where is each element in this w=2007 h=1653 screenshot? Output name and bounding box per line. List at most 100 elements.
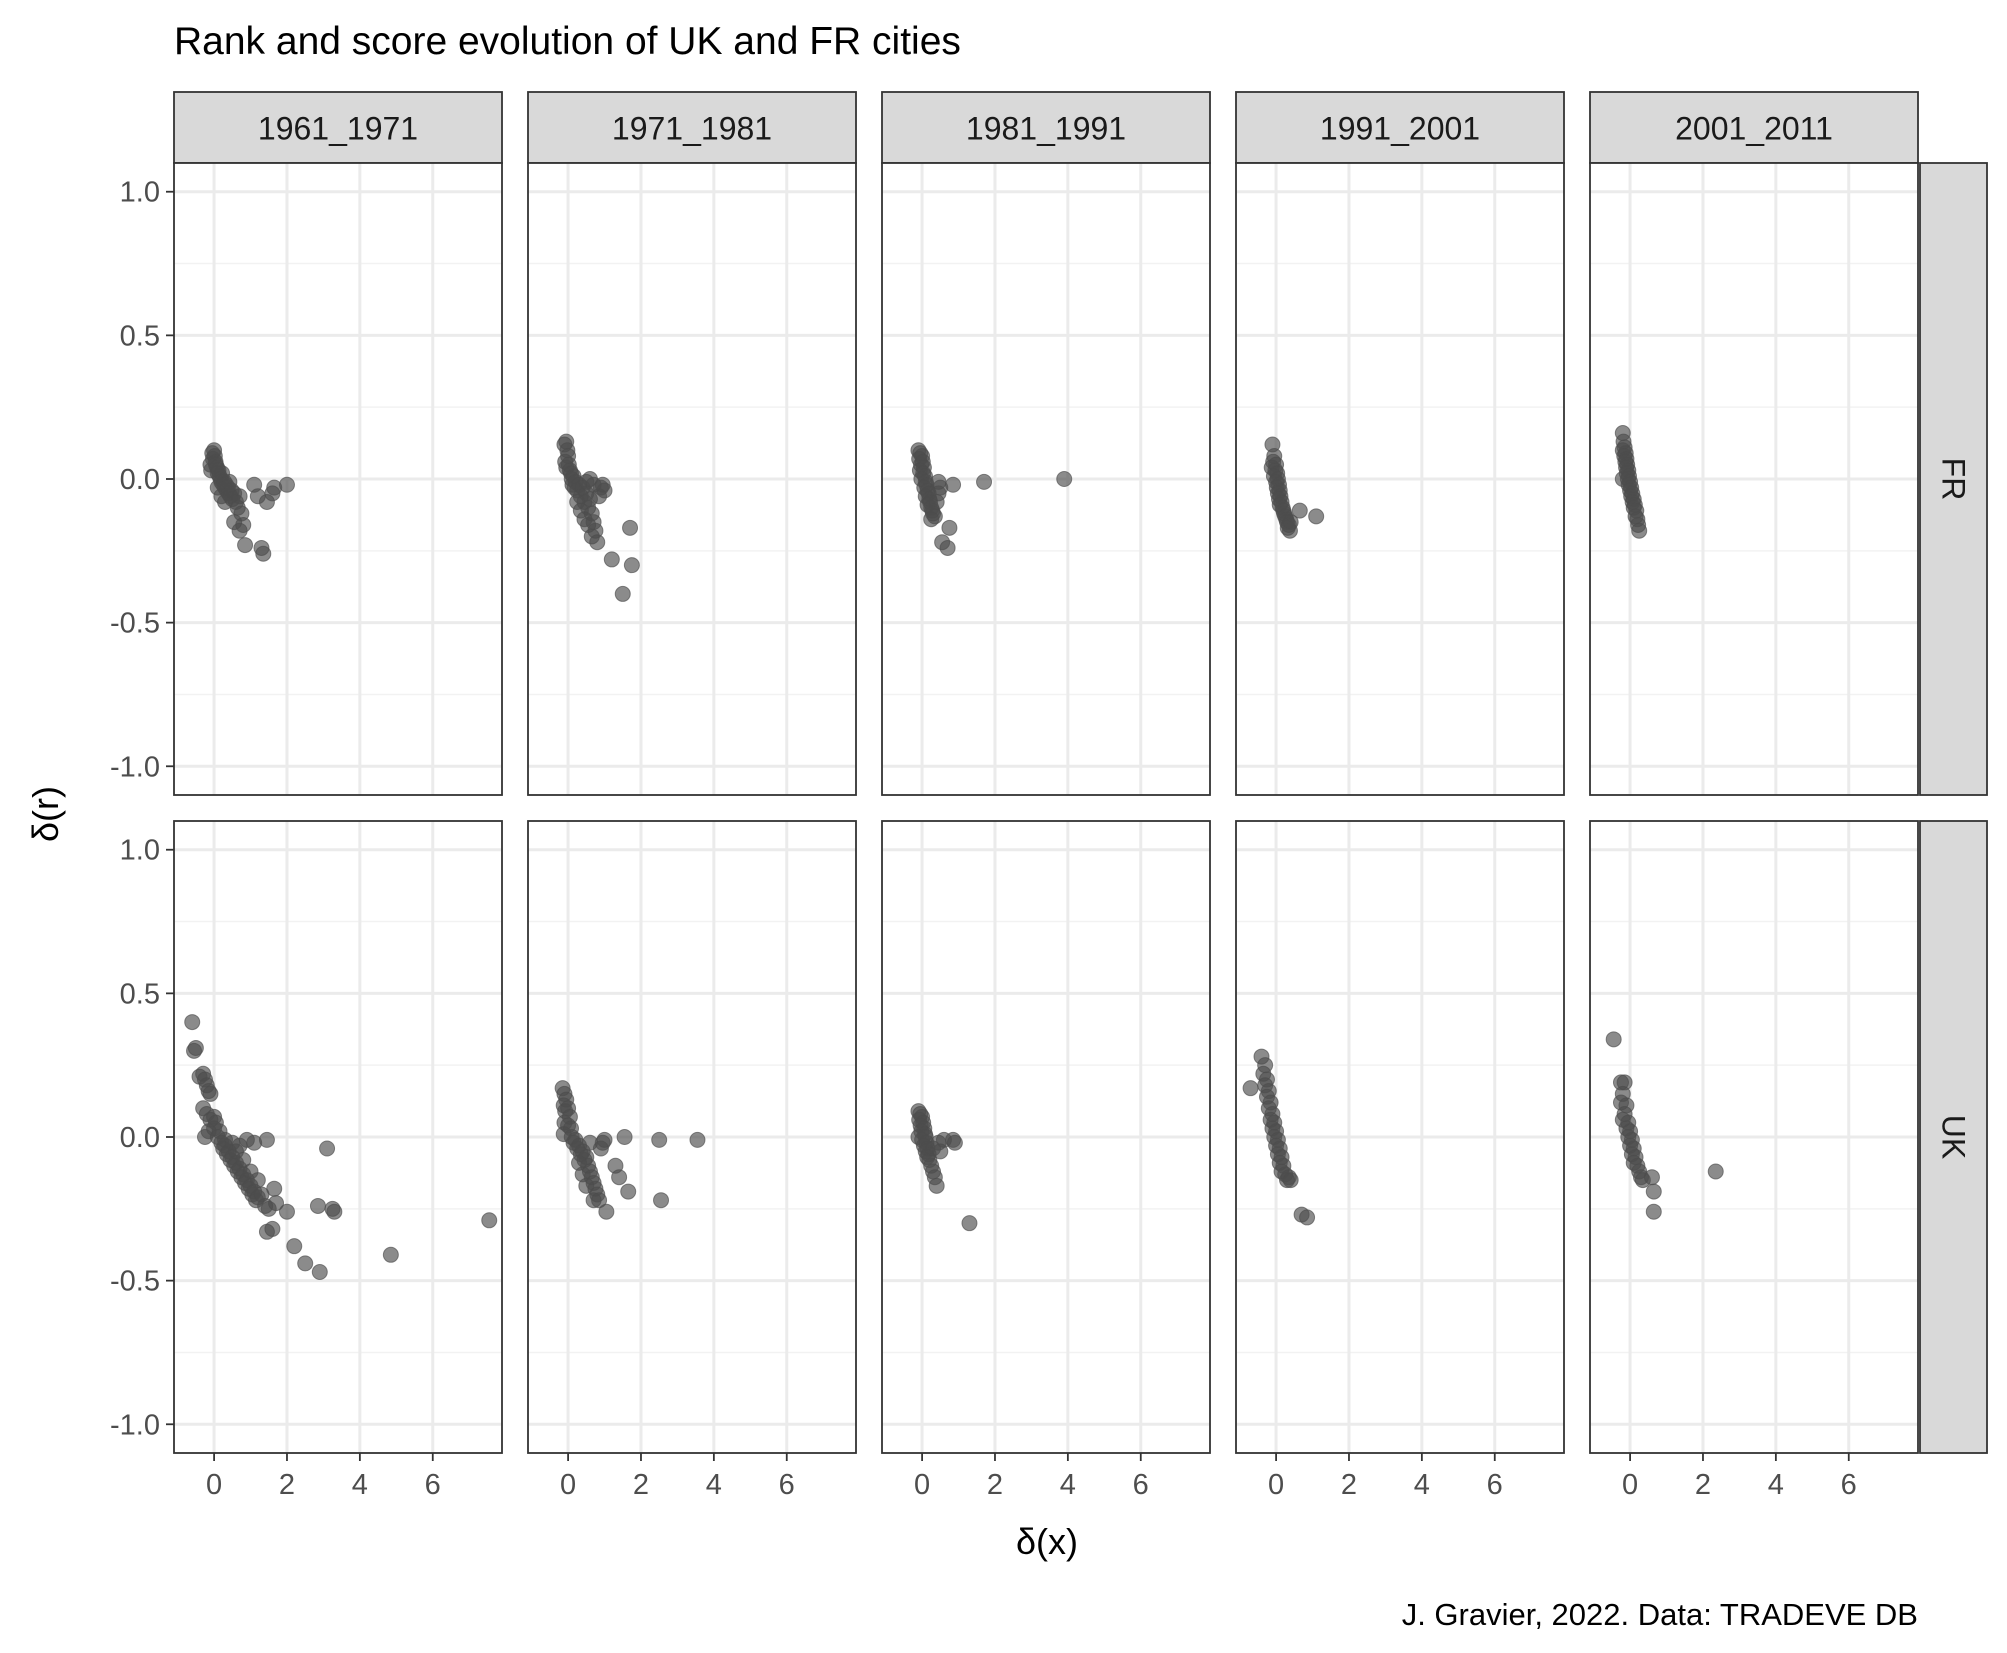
chart-title: Rank and score evolution of UK and FR ci… — [174, 20, 961, 63]
data-point — [311, 1264, 328, 1281]
data-point — [1645, 1203, 1662, 1220]
data-point — [585, 476, 602, 493]
data-point — [1631, 522, 1648, 539]
x-tick-label: 2 — [279, 1469, 295, 1501]
panel-border — [527, 162, 857, 796]
data-point — [1282, 1172, 1299, 1189]
data-point — [689, 1131, 706, 1148]
y-tick-label: -0.5 — [110, 1266, 160, 1298]
x-tick-label: 6 — [1487, 1469, 1503, 1501]
data-point — [939, 539, 956, 556]
x-tick-label: 2 — [1341, 1469, 1357, 1501]
data-point — [1056, 471, 1073, 487]
y-tick-label: 0.0 — [120, 1122, 160, 1154]
panel-border — [1235, 162, 1565, 796]
panel-border — [1589, 162, 1919, 796]
data-point — [217, 493, 234, 510]
data-point — [1242, 1080, 1259, 1097]
data-point — [286, 1238, 303, 1255]
column-strip-1991_2001 — [1235, 91, 1565, 164]
data-point — [249, 1172, 266, 1189]
data-point — [326, 1203, 343, 1220]
y-tick-label: -1.0 — [110, 751, 160, 783]
row-strip-FR — [1919, 162, 1988, 796]
data-point — [623, 557, 640, 574]
x-tick-label: 0 — [560, 1469, 576, 1501]
data-point — [319, 1140, 336, 1157]
facet-panels: 1961_1971 1971_1981 1981_1991 1991_2001 2001… — [110, 91, 1988, 1501]
data-point — [946, 1134, 963, 1151]
data-point — [1643, 1169, 1660, 1186]
data-point — [202, 1085, 219, 1102]
data-point — [945, 476, 962, 493]
data-point — [961, 1215, 978, 1232]
column-strip-label: 1961_1971 — [258, 111, 418, 147]
y-tick-label: -0.5 — [110, 608, 160, 640]
x-axis-title: δ(x) — [1016, 1521, 1078, 1562]
data-point — [1707, 1163, 1724, 1180]
x-tick-label: 4 — [1768, 1469, 1784, 1501]
data-point — [1299, 1209, 1316, 1226]
y-tick-label: 0.5 — [120, 320, 160, 352]
data-point — [1308, 508, 1325, 525]
y-tick-label: 0.5 — [120, 978, 160, 1010]
x-tick-label: 0 — [1622, 1469, 1638, 1501]
data-point — [578, 1177, 595, 1194]
row-strip-label: FR — [1936, 458, 1972, 501]
data-point — [258, 1131, 275, 1148]
column-strip-1971_1981 — [527, 91, 857, 164]
data-point — [622, 519, 639, 536]
data-point — [184, 1014, 201, 1031]
y-tick-label: -1.0 — [110, 1409, 160, 1441]
column-strip-label: 1991_2001 — [1320, 111, 1480, 147]
data-point — [278, 476, 295, 493]
x-tick-label: 4 — [352, 1469, 368, 1501]
data-point — [297, 1255, 314, 1272]
data-point — [616, 1129, 633, 1145]
data-point — [928, 1177, 945, 1194]
data-point — [976, 473, 993, 490]
x-tick-label: 0 — [1268, 1469, 1284, 1501]
x-tick-label: 6 — [1841, 1469, 1857, 1501]
data-point — [237, 537, 254, 554]
panel-border — [527, 820, 857, 1454]
y-tick-label: 1.0 — [120, 177, 160, 209]
data-point — [266, 1180, 283, 1197]
data-point — [930, 473, 947, 490]
column-strip-label: 1971_1981 — [612, 111, 772, 147]
data-point — [1282, 514, 1299, 531]
x-tick-label: 6 — [425, 1469, 441, 1501]
panel-border — [1235, 820, 1565, 1454]
data-point — [264, 1220, 281, 1237]
column-strip-1961_1971 — [173, 91, 503, 164]
x-tick-label: 4 — [1060, 1469, 1076, 1501]
data-point — [1605, 1031, 1622, 1048]
data-point — [235, 1151, 252, 1168]
panel-border — [1589, 820, 1919, 1454]
data-point — [598, 1203, 615, 1220]
x-tick-label: 2 — [987, 1469, 1003, 1501]
data-point — [278, 1203, 295, 1220]
data-point — [235, 516, 252, 533]
data-point — [611, 1169, 628, 1186]
x-tick-label: 0 — [206, 1469, 222, 1501]
data-point — [231, 488, 248, 505]
data-point — [268, 1195, 285, 1212]
y-tick-label: 1.0 — [120, 835, 160, 867]
x-tick-label: 4 — [1414, 1469, 1430, 1501]
data-point — [651, 1131, 668, 1148]
data-point — [1291, 502, 1308, 519]
data-point — [309, 1197, 326, 1214]
column-strip-label: 2001_2011 — [1675, 111, 1833, 147]
data-point — [614, 585, 631, 602]
x-tick-label: 0 — [914, 1469, 930, 1501]
data-point — [1645, 1183, 1662, 1200]
data-point — [585, 1192, 602, 1209]
data-point — [255, 545, 272, 562]
data-point — [941, 519, 958, 536]
panel-border — [881, 820, 1211, 1454]
data-point — [923, 511, 940, 528]
y-tick-label: 0.0 — [120, 464, 160, 496]
data-point — [603, 551, 620, 568]
